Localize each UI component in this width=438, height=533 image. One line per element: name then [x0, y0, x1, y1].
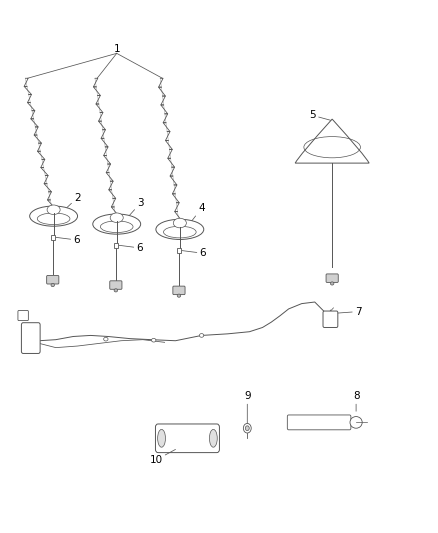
Ellipse shape — [244, 423, 251, 433]
FancyBboxPatch shape — [323, 311, 338, 327]
Ellipse shape — [47, 205, 60, 215]
Ellipse shape — [51, 284, 54, 287]
FancyBboxPatch shape — [47, 276, 59, 284]
Bar — [114, 243, 118, 248]
Text: 6: 6 — [119, 243, 143, 253]
PathPatch shape — [295, 119, 369, 163]
Ellipse shape — [110, 213, 123, 222]
Text: 6: 6 — [56, 235, 80, 245]
Text: 7: 7 — [336, 306, 362, 317]
FancyBboxPatch shape — [326, 274, 338, 282]
Ellipse shape — [330, 282, 334, 285]
Text: 3: 3 — [125, 198, 144, 220]
Bar — [50, 235, 55, 240]
Polygon shape — [295, 120, 369, 163]
Text: 9: 9 — [244, 391, 251, 423]
Ellipse shape — [177, 294, 181, 297]
Ellipse shape — [156, 219, 204, 239]
Ellipse shape — [114, 289, 117, 292]
FancyBboxPatch shape — [18, 311, 28, 320]
Ellipse shape — [199, 334, 204, 337]
Text: 6: 6 — [182, 248, 206, 259]
Ellipse shape — [93, 214, 141, 234]
Ellipse shape — [209, 430, 217, 447]
FancyBboxPatch shape — [173, 286, 185, 295]
Ellipse shape — [152, 338, 156, 342]
Text: 8: 8 — [353, 391, 360, 411]
Ellipse shape — [350, 417, 362, 428]
Text: 5: 5 — [309, 110, 332, 120]
Ellipse shape — [173, 218, 186, 228]
Bar — [177, 248, 181, 253]
Text: 1: 1 — [113, 44, 120, 54]
Ellipse shape — [104, 337, 108, 341]
FancyBboxPatch shape — [287, 415, 351, 430]
Ellipse shape — [30, 206, 78, 226]
FancyBboxPatch shape — [155, 424, 219, 453]
FancyBboxPatch shape — [110, 281, 122, 289]
Text: 2: 2 — [62, 192, 81, 212]
Ellipse shape — [158, 430, 166, 447]
FancyBboxPatch shape — [21, 322, 40, 353]
Text: 4: 4 — [188, 203, 205, 225]
Ellipse shape — [245, 426, 249, 431]
Text: 10: 10 — [149, 449, 176, 465]
